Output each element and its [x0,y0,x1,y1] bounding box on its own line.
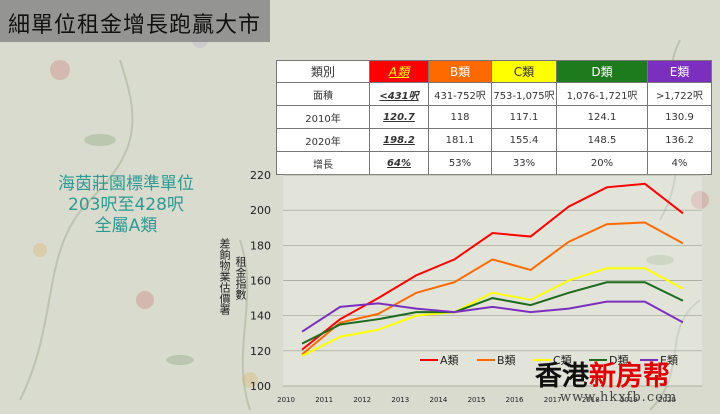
header-b: B類 [428,60,492,83]
x-tick-label: 2015 [468,396,486,404]
watermark-logo: 香港新房帮 [535,354,670,393]
series-line-c [301,267,684,357]
row-label: 增長 [276,151,370,175]
x-tick-label: 2018 [582,396,600,404]
side-note: 海茵莊園標準單位 203呎至428呎 全屬A類 [26,174,226,237]
y-tick-label: 160 [250,275,271,288]
watermark-part1: 香港 [535,361,589,392]
table-cell: 148.5 [556,128,648,152]
header-a: A類 [369,60,429,83]
x-tick-label: 2019 [620,396,638,404]
table-cell: 181.1 [428,128,492,152]
y-tick-label: 140 [250,310,271,323]
y-tick-label: 220 [250,169,271,182]
y-tick-label: 120 [250,345,271,358]
series-line-d [301,281,684,345]
x-tick-label: 2012 [353,396,371,404]
legend-label: C類 [553,354,572,367]
table-cell: 198.2 [369,128,429,152]
y-axis-label-index: 租金指數 [234,256,247,300]
x-tick-label: 2013 [391,396,409,404]
table-cell: 155.4 [491,128,557,152]
watermark-url: www.hkxfb.com [560,390,678,405]
header-c: C類 [491,60,557,83]
legend-label: A類 [440,354,459,367]
table-header-row: 類別 A類 B類 C類 D類 E類 [276,60,712,83]
table-cell: 136.2 [647,128,712,152]
x-tick-label: 2016 [506,396,524,404]
legend-label: B類 [497,354,516,367]
row-label: 面積 [276,82,370,106]
title-bar [0,0,270,42]
side-note-line: 203呎至428呎 [68,195,184,215]
y-tick-label: 100 [250,380,271,393]
table-cell: 20% [556,151,648,175]
x-tick-label: 2014 [429,396,447,404]
series-line-b [301,221,684,356]
legend-label: E類 [660,354,678,367]
header-e: E類 [647,60,712,83]
x-tick-label: 2017 [544,396,562,404]
header-d: D類 [556,60,648,83]
table-row: 2020年 198.2 181.1 155.4 148.5 136.2 [276,128,712,152]
y-axis-label-source: 差餉物業估價署 [218,238,231,315]
table-cell: 64% [369,151,429,175]
table-cell: 4% [647,151,712,175]
table-row: 2010年 120.7 118 117.1 124.1 130.9 [276,105,712,129]
table-cell: 124.1 [556,105,648,129]
table-row: 增長 64% 53% 33% 20% 4% [276,151,712,175]
x-tick-label: 2011 [315,396,333,404]
x-tick-label: 2020 [658,396,676,404]
table-cell: 53% [428,151,492,175]
side-note-line: 海茵莊園標準單位 [58,174,194,194]
side-note-line: 全屬A類 [94,216,158,236]
rent-stats-table: 類別 A類 B類 C類 D類 E類 面積 <431呎 431-752呎 753-… [276,60,712,175]
table-cell: >1,722呎 [647,82,712,106]
watermark-part2: 新房帮 [589,361,670,392]
y-tick-label: 180 [250,239,271,252]
page-title: 細單位租金增長跑贏大市 [8,13,262,38]
y-tick-label: 200 [250,204,271,217]
series-line-e [301,300,684,333]
table-cell: 33% [491,151,557,175]
table-cell: 118 [428,105,492,129]
table-cell: 1,076-1,721呎 [556,82,648,106]
table-cell: 120.7 [369,105,429,129]
legend-label: D類 [609,354,628,367]
x-tick-label: 2010 [277,396,295,404]
